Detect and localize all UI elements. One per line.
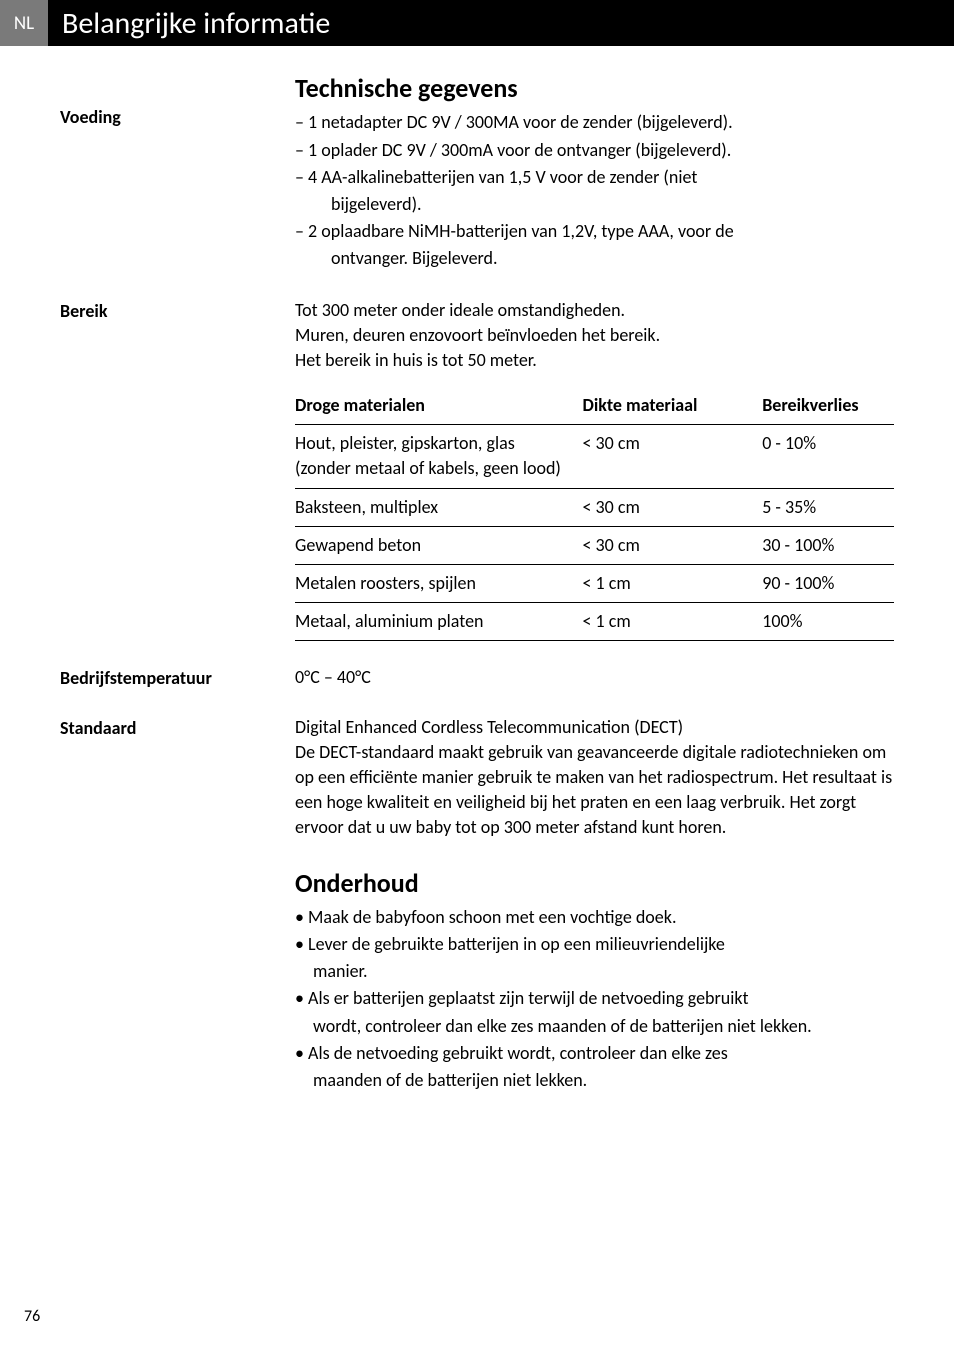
row-onderhoud: Onderhoud Maak de babyfoon schoon met ee…: [60, 865, 894, 1096]
label-standaard: Standaard: [60, 715, 295, 841]
row-bereik: Bereik Tot 300 meter onder ideale omstan…: [60, 298, 894, 642]
body-bedrijf: 0°C – 40°C: [295, 665, 894, 690]
table-row: Baksteen, multiplex < 30 cm 5 - 35%: [295, 488, 894, 526]
materials-table: Droge materialen Dikte materiaal Bereikv…: [295, 387, 894, 641]
cell: Metalen roosters, spijlen: [295, 565, 583, 603]
table-row: Metalen roosters, spijlen < 1 cm 90 - 10…: [295, 565, 894, 603]
th-materialen: Droge materialen: [295, 387, 583, 425]
row-voeding: Voeding Technische gegevens 1 netadapter…: [60, 70, 894, 274]
cell: Baksteen, multiplex: [295, 488, 583, 526]
heading-tech: Technische gegevens: [295, 70, 894, 106]
cell: 0 - 10%: [762, 425, 894, 488]
page-title: Belangrijke informatie: [48, 0, 954, 46]
onderhoud-item-sub: wordt, controleer dan elke zes maanden o…: [295, 1014, 894, 1039]
voeding-item: 4 AA-alkalinebatterijen van 1,5 V voor d…: [295, 165, 894, 190]
onderhoud-item-sub: maanden of de batterijen niet lekken.: [295, 1068, 894, 1093]
onderhoud-item: Als er batterijen geplaatst zijn terwijl…: [295, 986, 894, 1011]
th-dikte: Dikte materiaal: [583, 387, 763, 425]
voeding-item: 2 oplaadbare NiMH-batterijen van 1,2V, t…: [295, 219, 894, 244]
table-row: Hout, pleister, gipskarton, glas (zonder…: [295, 425, 894, 488]
cell: < 1 cm: [583, 565, 763, 603]
row-standaard: Standaard Digital Enhanced Cordless Tele…: [60, 715, 894, 841]
page-number: 76: [24, 1307, 40, 1326]
bereik-line: Muren, deuren enzovoort beïnvloeden het …: [295, 323, 894, 348]
cell: Metaal, aluminium platen: [295, 603, 583, 641]
language-tag: NL: [0, 0, 48, 46]
cell: 5 - 35%: [762, 488, 894, 526]
body-onderhoud: Onderhoud Maak de babyfoon schoon met ee…: [295, 865, 894, 1096]
bereik-line: Tot 300 meter onder ideale omstandighede…: [295, 298, 894, 323]
voeding-list: 1 netadapter DC 9V / 300MA voor de zende…: [295, 110, 894, 271]
bereik-line: Het bereik in huis is tot 50 meter.: [295, 348, 894, 373]
voeding-item-sub: bijgeleverd).: [295, 192, 894, 217]
body-bereik: Tot 300 meter onder ideale omstandighede…: [295, 298, 894, 642]
voeding-item: 1 netadapter DC 9V / 300MA voor de zende…: [295, 110, 894, 135]
table-row: Gewapend beton < 30 cm 30 - 100%: [295, 526, 894, 564]
cell: < 1 cm: [583, 603, 763, 641]
voeding-item-sub: ontvanger. Bijgeleverd.: [295, 246, 894, 271]
label-voeding: Voeding: [60, 70, 295, 274]
cell: 30 - 100%: [762, 526, 894, 564]
cell: < 30 cm: [583, 425, 763, 488]
header-bar: NL Belangrijke informatie: [0, 0, 954, 46]
heading-onderhoud: Onderhoud: [295, 865, 894, 901]
onderhoud-item-sub: manier.: [295, 959, 894, 984]
cell: < 30 cm: [583, 526, 763, 564]
label-empty: [60, 865, 295, 1096]
cell: < 30 cm: [583, 488, 763, 526]
cell: 90 - 100%: [762, 565, 894, 603]
body-standaard: Digital Enhanced Cordless Telecommunicat…: [295, 715, 894, 841]
onderhoud-item: Maak de babyfoon schoon met een vochtige…: [295, 905, 894, 930]
table-row: Metaal, aluminium platen < 1 cm 100%: [295, 603, 894, 641]
content: Voeding Technische gegevens 1 netadapter…: [0, 46, 954, 1095]
cell: Hout, pleister, gipskarton, glas (zonder…: [295, 425, 583, 488]
row-bedrijf: Bedrijfstemperatuur 0°C – 40°C: [60, 665, 894, 690]
label-bedrijf: Bedrijfstemperatuur: [60, 665, 295, 690]
voeding-item: 1 oplader DC 9V / 300mA voor de ontvange…: [295, 138, 894, 163]
onderhoud-item: Als de netvoeding gebruikt wordt, contro…: [295, 1041, 894, 1066]
onderhoud-item: Lever de gebruikte batterijen in op een …: [295, 932, 894, 957]
body-voeding: Technische gegevens 1 netadapter DC 9V /…: [295, 70, 894, 274]
label-bereik: Bereik: [60, 298, 295, 642]
th-bereik: Bereikverlies: [762, 387, 894, 425]
onderhoud-list: Maak de babyfoon schoon met een vochtige…: [295, 905, 894, 1093]
cell: Gewapend beton: [295, 526, 583, 564]
cell: 100%: [762, 603, 894, 641]
